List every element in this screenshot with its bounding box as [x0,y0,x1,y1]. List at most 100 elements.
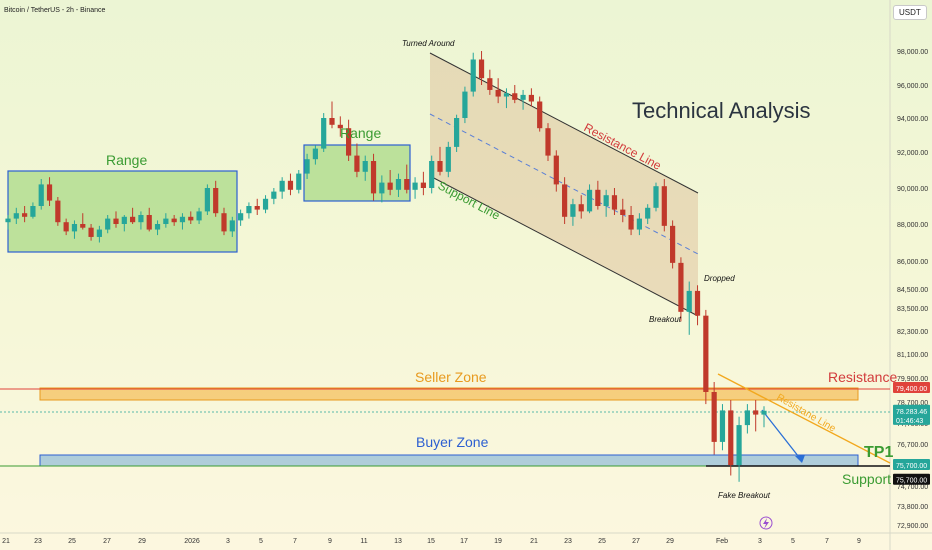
candle-body [221,213,227,232]
candle-body [88,227,94,237]
candle-body [246,206,252,214]
candle-body [661,186,667,226]
candle-body [537,101,543,129]
candle-body [437,161,443,172]
time-tick-label: 13 [394,538,402,545]
candle-body [495,89,501,97]
candle-body [146,215,152,230]
candle-body [462,91,468,118]
range-label-1: Range [106,152,147,168]
support-label: Support [842,471,891,487]
candle-body [204,188,210,212]
time-tick-label: 27 [103,538,111,545]
candle-body [429,161,435,188]
price-label-box [893,473,930,485]
candle-body [312,148,318,160]
currency-button[interactable]: USDT [893,5,927,20]
candle-body [694,290,701,316]
candle-body [296,173,302,190]
price-axis: 98,000.00 96,000.00 94,000.00 92,000.00 90,0… [897,49,928,530]
candle-body [744,410,750,426]
candle-body [761,410,767,415]
price-label-text: 01:46:43 [896,418,923,425]
candle-body [753,410,759,415]
dropped-label: Dropped [704,274,735,283]
time-tick-label: 7 [825,538,829,545]
time-tick-label: 23 [564,538,572,545]
candle-body [445,146,451,172]
candle-body [179,216,186,223]
candle-body [678,262,684,312]
candle-body [395,179,402,190]
candle-body [96,229,102,237]
candle-body [553,155,559,185]
channel-lower-line [429,175,699,317]
projection-arrow [761,409,803,462]
candle-body [46,184,53,201]
time-tick-label: 17 [460,538,468,545]
time-tick-label: 3 [226,538,230,545]
candle-body [346,128,352,156]
candle-body [38,184,44,206]
candle-body [595,189,601,206]
time-tick-label: 23 [34,538,42,545]
price-label-text: 75,700.00 [896,463,927,470]
candle-body [703,315,709,392]
candle-body [13,213,19,219]
time-tick-label: 21 [530,538,538,545]
candle-body [586,189,593,212]
price-tick-label: 92,000.00 [897,150,928,157]
candle-body [653,186,659,208]
candle-body [30,206,36,217]
turned-around-label: Turned Around [402,39,455,48]
candle-body [512,93,518,100]
candle-body [670,225,676,263]
candle-body [188,216,194,221]
candle-body [279,180,285,192]
candle-body [80,224,86,228]
candle-body [71,224,78,232]
time-tick-label: 29 [666,538,674,545]
candle-body [562,184,568,217]
price-tick-label: 81,100.00 [897,352,928,359]
candle-body [478,59,485,79]
price-tick-label: 73,800.00 [897,504,928,511]
candle-body [503,93,510,97]
candle-body [645,207,651,219]
time-tick-label: 27 [632,538,640,545]
candle-body [420,182,426,188]
price-label-text: 79,400.00 [896,386,927,393]
candle-body [362,161,368,172]
candle-body [387,182,393,190]
time-tick-label: 21 [2,538,10,545]
candle-body [370,161,377,194]
candle-body [337,124,343,129]
candle-body [113,218,119,224]
candle-body [570,204,576,217]
price-tick-label: 86,000.00 [897,259,928,266]
price-tick-label: 74,700.00 [897,484,928,491]
price-label-box [893,404,930,416]
price-label-text: 78,283.46 [896,409,927,416]
candle-body [603,195,609,206]
time-tick-label: Feb [716,538,728,545]
resistance-label: Resistance [828,369,897,385]
candle-body [620,209,626,215]
time-tick-label: 5 [791,538,795,545]
range-box-1 [7,170,238,253]
candle-body [304,159,310,174]
lightning-icon[interactable] [759,516,773,530]
price-label-text: 75,700.00 [896,478,927,485]
price-tick-label: 84,500.00 [897,287,928,294]
price-tick-label: 94,000.00 [897,116,928,123]
price-tick-label: 83,500.00 [897,306,928,313]
time-tick-label: 25 [598,538,606,545]
price-tick-label: 79,900.00 [897,376,928,383]
candle-body [213,188,219,214]
candle-body [229,220,235,232]
time-tick-label: 7 [293,538,297,545]
candle-body [238,213,244,221]
projection-arrowhead [795,455,805,463]
candle-body [22,213,28,217]
